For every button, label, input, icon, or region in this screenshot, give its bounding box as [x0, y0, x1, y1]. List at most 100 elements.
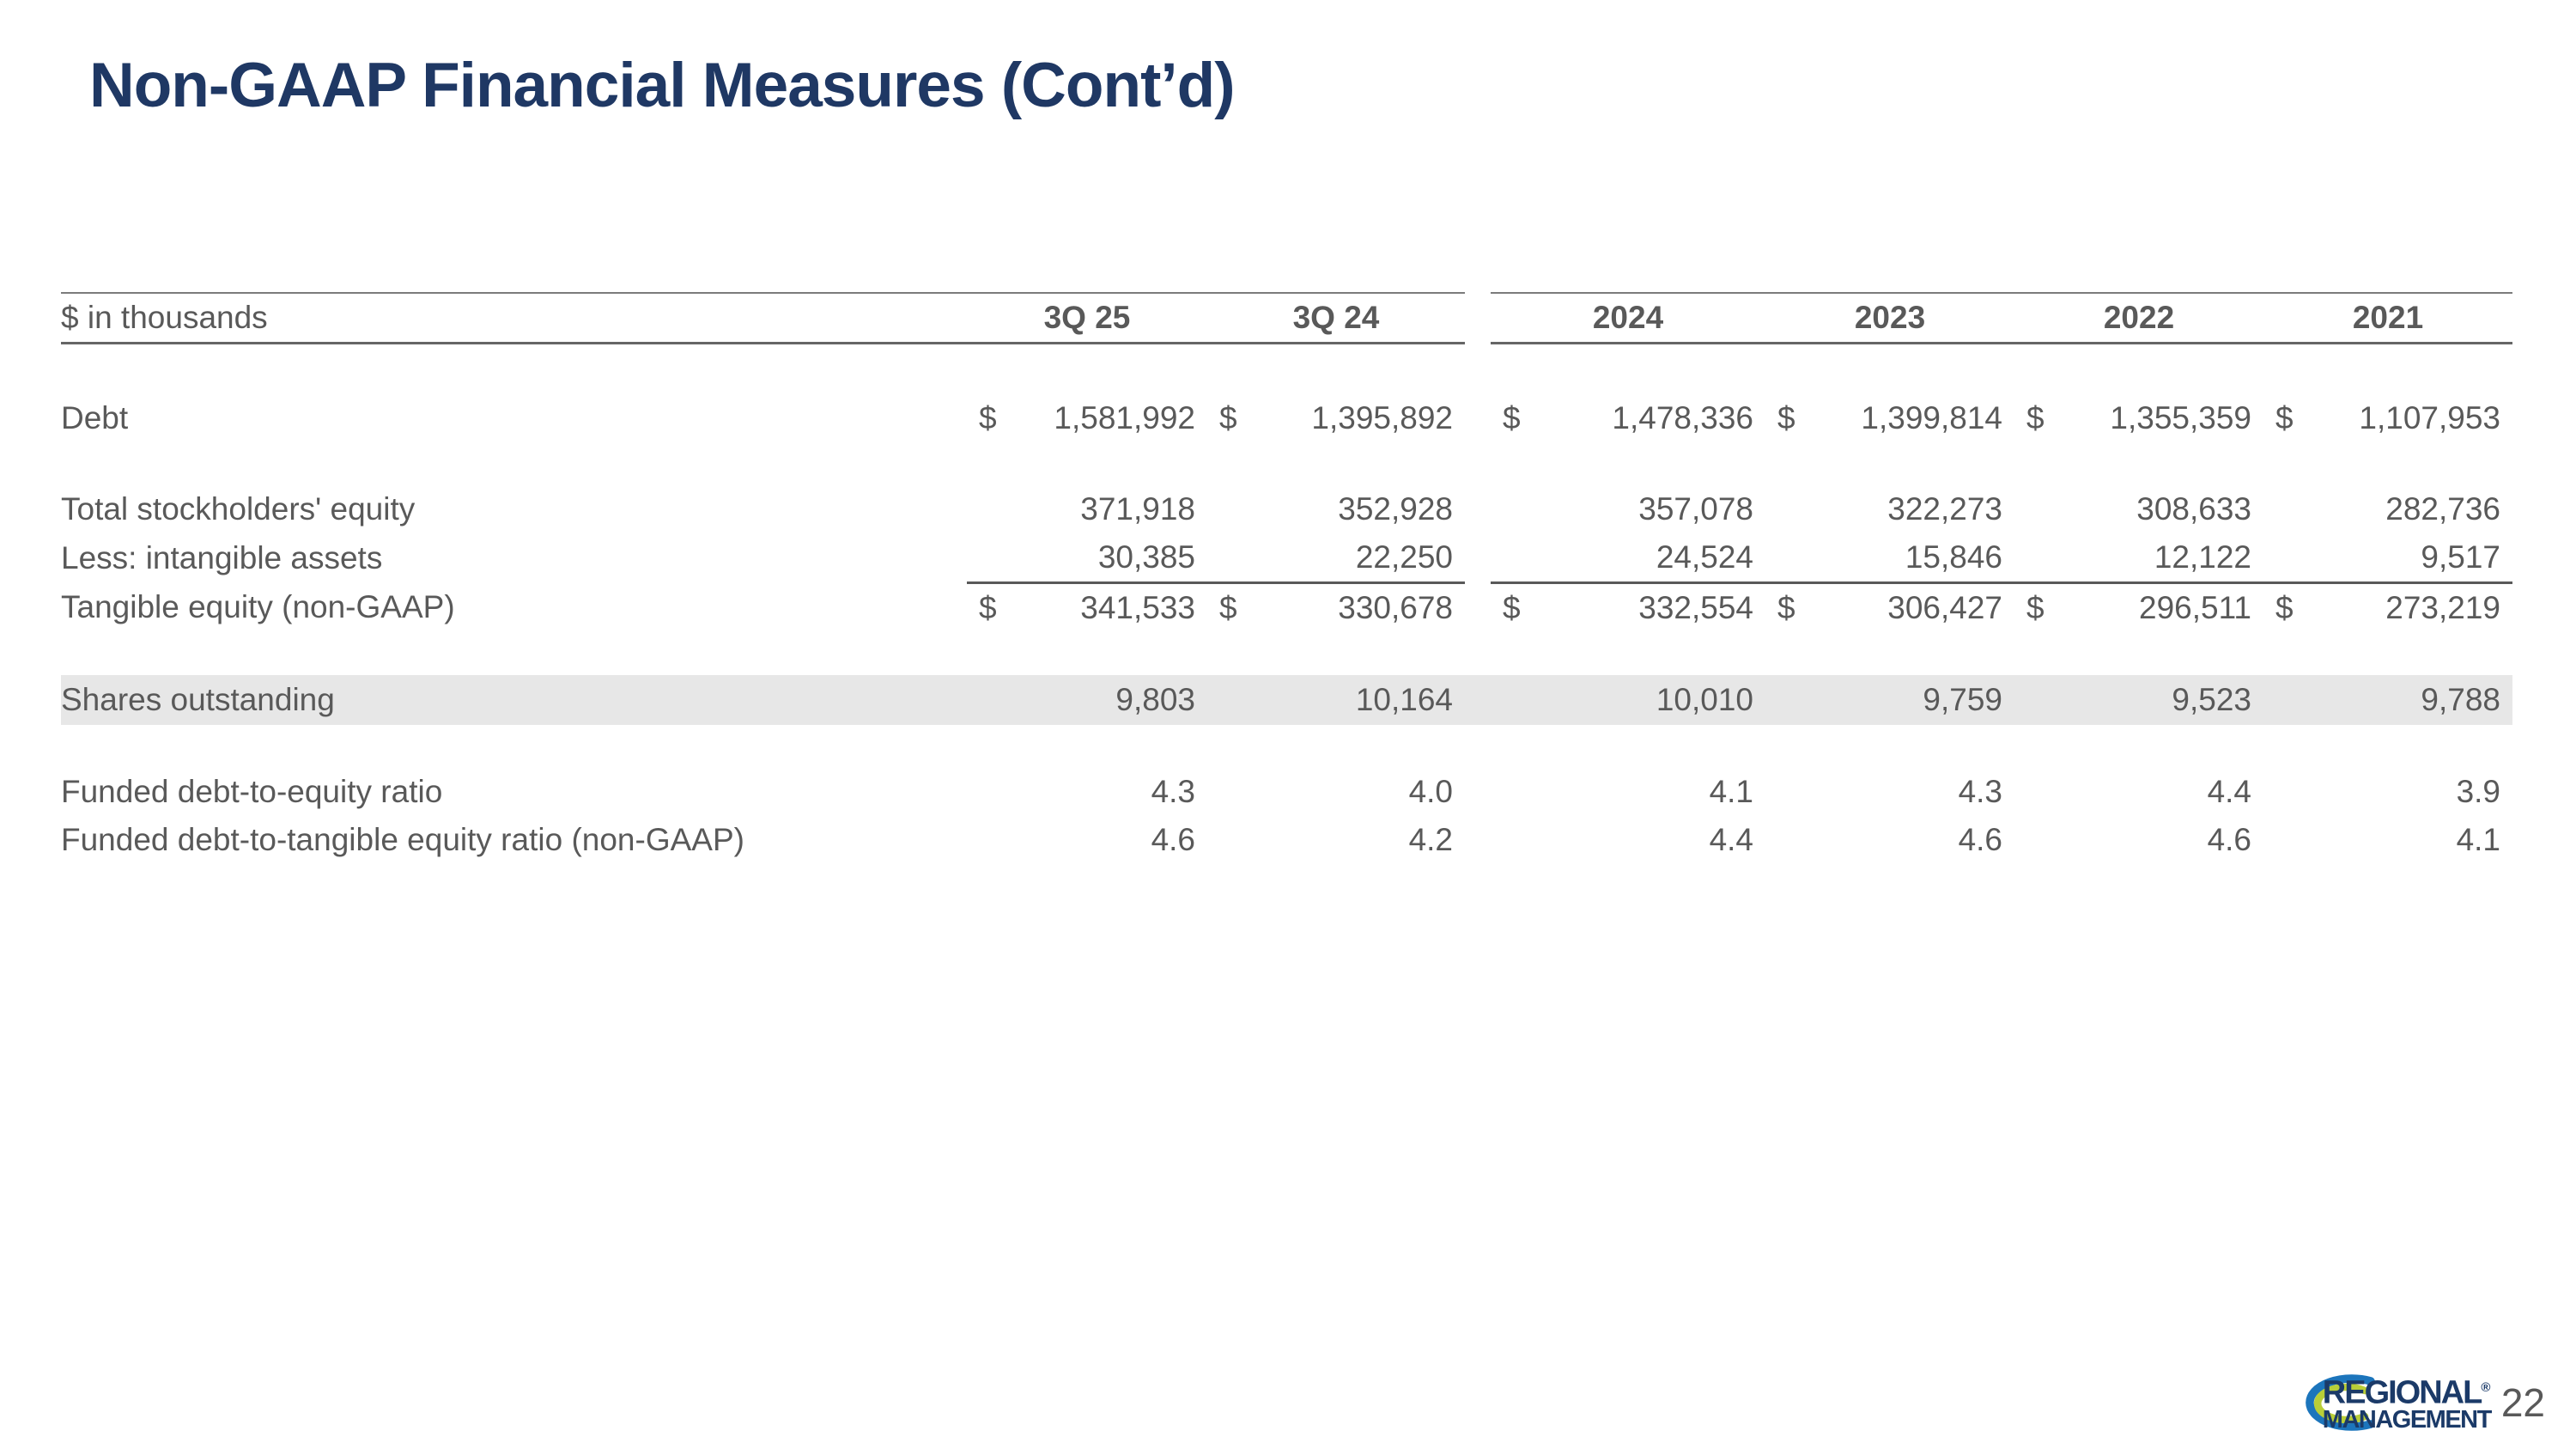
- cell-value: 15,846: [1905, 539, 2002, 575]
- cell-value: 322,273: [1887, 491, 2002, 527]
- cell-value: 1,355,359: [2110, 400, 2251, 435]
- column-gap: [1465, 485, 1491, 533]
- logo-swoosh-icon: [2306, 1374, 2375, 1431]
- table-cell: 357,078: [1491, 485, 1765, 533]
- table-cell: 12,122: [2014, 533, 2263, 584]
- cell-value: 4.6: [1151, 822, 1195, 857]
- cell-value: 10,164: [1355, 682, 1453, 717]
- currency-symbol: $: [2275, 400, 2293, 435]
- page-title: Non-GAAP Financial Measures (Cont’d): [89, 51, 1236, 120]
- cell-value: 4.0: [1408, 774, 1453, 809]
- table-cell: 322,273: [1765, 485, 2014, 533]
- row-label: Tangible equity (non-GAAP): [61, 589, 455, 625]
- column-gap: [1465, 394, 1491, 442]
- column-gap: [1465, 675, 1491, 725]
- spacer-row: [61, 442, 2512, 485]
- table-cell: $1,478,336: [1491, 394, 1765, 442]
- table-cell: $306,427: [1765, 583, 2014, 633]
- column-header-2023: 2023: [1765, 292, 2014, 344]
- table-row-debt: Debt $1,581,992 $1,395,892 $1,478,336 $1…: [61, 394, 2512, 442]
- table-cell: 4.4: [2014, 768, 2263, 816]
- table-cell: 30,385: [967, 533, 1207, 584]
- table-cell: 4.6: [2014, 816, 2263, 864]
- column-gap: [1465, 768, 1491, 816]
- table-cell: 10,010: [1491, 675, 1765, 725]
- cell-value: 12,122: [2154, 539, 2251, 575]
- column-gap: [1465, 533, 1491, 583]
- cell-value: 296,511: [2139, 590, 2251, 625]
- column-gap: [1465, 816, 1491, 864]
- table-cell: 4.3: [967, 768, 1207, 816]
- table-row-funded-debt-to-tangible-equity: Funded debt-to-tangible equity ratio (no…: [61, 816, 2512, 864]
- table-cell: 4.2: [1207, 816, 1465, 864]
- cell-value: 24,524: [1656, 539, 1753, 575]
- table-cell: $1,395,892: [1207, 394, 1465, 442]
- table-cell: 15,846: [1765, 533, 2014, 584]
- cell-value: 4.1: [2456, 822, 2500, 857]
- cell-value: 9,517: [2421, 539, 2500, 575]
- table-cell: 9,803: [967, 675, 1207, 725]
- cell-value: 4.1: [1709, 774, 1753, 809]
- table-cell: 9,759: [1765, 675, 2014, 725]
- registered-trademark-icon: ®: [2481, 1380, 2491, 1396]
- table-cell: 22,250: [1207, 533, 1465, 584]
- table-cell: $1,107,953: [2263, 394, 2512, 442]
- cell-value: 330,678: [1338, 590, 1453, 625]
- cell-value: 1,581,992: [1054, 400, 1195, 435]
- cell-value: 308,633: [2136, 491, 2251, 527]
- row-label: Funded debt-to-equity ratio: [61, 774, 443, 809]
- cell-value: 306,427: [1887, 590, 2002, 625]
- currency-symbol: $: [1219, 590, 1237, 625]
- table-cell: $332,554: [1491, 583, 1765, 633]
- table-cell: 4.1: [2263, 816, 2512, 864]
- table-cell: 9,517: [2263, 533, 2512, 584]
- cell-value: 4.3: [1958, 774, 2002, 809]
- currency-symbol: $: [2026, 590, 2044, 625]
- cell-value: 9,803: [1115, 682, 1195, 717]
- column-header-3q24: 3Q 24: [1207, 292, 1465, 344]
- logo-line1: REGIONAL: [2322, 1374, 2483, 1411]
- currency-symbol: $: [1777, 590, 1795, 625]
- column-header-3q25: 3Q 25: [967, 292, 1207, 344]
- cell-value: 9,759: [1923, 682, 2002, 717]
- column-header-2024: 2024: [1491, 292, 1765, 344]
- cell-value: 282,736: [2385, 491, 2500, 527]
- table-cell: $296,511: [2014, 583, 2263, 633]
- table-cell: 4.3: [1765, 768, 2014, 816]
- column-header-2021: 2021: [2263, 292, 2512, 344]
- cell-value: 10,010: [1656, 682, 1753, 717]
- row-label: Less: intangible assets: [61, 539, 383, 575]
- cell-value: 30,385: [1097, 539, 1195, 575]
- table-cell: $1,355,359: [2014, 394, 2263, 442]
- table-cell: $1,399,814: [1765, 394, 2014, 442]
- table-cell: 352,928: [1207, 485, 1465, 533]
- cell-value: 371,918: [1080, 491, 1195, 527]
- row-label: Funded debt-to-tangible equity ratio (no…: [61, 822, 744, 857]
- table-cell: 4.6: [1765, 816, 2014, 864]
- table-row-less-intangible-assets: Less: intangible assets 30,385 22,250 24…: [61, 533, 2512, 584]
- cell-value: 9,788: [2421, 682, 2500, 717]
- cell-value: 1,107,953: [2359, 400, 2500, 435]
- table-cell: $1,581,992: [967, 394, 1207, 442]
- table-cell: 4.6: [967, 816, 1207, 864]
- cell-value: 9,523: [2172, 682, 2251, 717]
- table-cell: 9,788: [2263, 675, 2512, 725]
- logo-wordmark: REGIONAL® MANAGEMENT: [2322, 1373, 2493, 1433]
- currency-symbol: $: [2275, 590, 2293, 625]
- cell-value: 357,078: [1638, 491, 1753, 527]
- cell-value: 4.3: [1151, 774, 1195, 809]
- cell-value: 4.6: [1958, 822, 2002, 857]
- currency-symbol: $: [1777, 400, 1795, 435]
- table-cell: 4.4: [1491, 816, 1765, 864]
- table-cell: 24,524: [1491, 533, 1765, 584]
- table-cell: 10,164: [1207, 675, 1465, 725]
- currency-symbol: $: [1219, 400, 1237, 435]
- cell-value: 332,554: [1638, 590, 1753, 625]
- currency-symbol: $: [2026, 400, 2044, 435]
- spacer-row: [61, 725, 2512, 768]
- cell-value: 4.4: [2207, 774, 2251, 809]
- spacer-row: [61, 632, 2512, 675]
- financial-table: $ in thousands 3Q 25 3Q 24 2024 2023 202…: [61, 292, 2512, 864]
- row-label: Shares outstanding: [61, 675, 967, 725]
- cell-value: 1,478,336: [1612, 400, 1753, 435]
